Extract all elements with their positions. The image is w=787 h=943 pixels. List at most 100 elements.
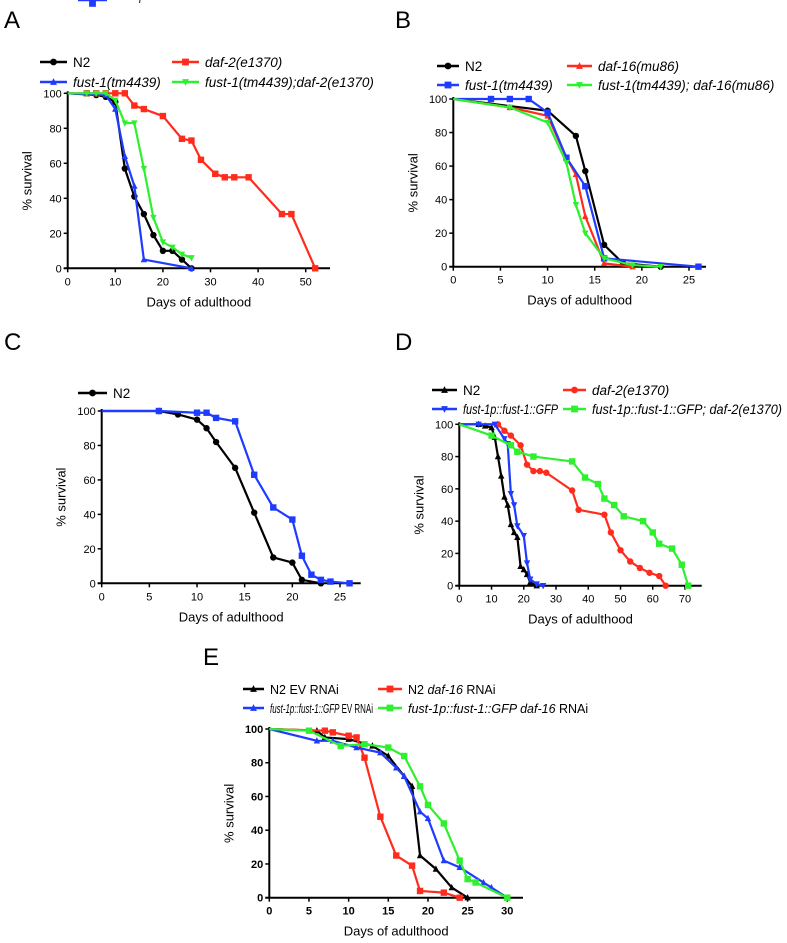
marker-circle [600,241,608,249]
x-tick-label: 50 [614,594,626,606]
series-line [269,727,508,899]
legend-label: N2 daf-16 RNAi [408,683,496,697]
panel-a: A 0 20 40 60 80 100 0 10 20 30 40 50 Days of adulthoo… [4,7,374,309]
marker-triangle [250,704,257,711]
marker-triangle-down [441,406,448,413]
series-line [269,727,461,899]
series-line [453,97,699,268]
legend-label-segment: fust-1p::fust-1::GFP daf-16 [408,702,556,716]
marker-circle [270,554,277,561]
marker-triangle-down [506,104,514,112]
marker-square [305,727,313,734]
marker-square [416,887,424,895]
y-tick-label: 40 [441,516,453,528]
marker-square [288,210,295,218]
marker-triangle-down [501,436,508,443]
marker-circle [530,467,537,475]
y-tick-label: 20 [435,228,447,240]
marker-triangle-down [491,421,498,428]
marker-square [393,852,400,859]
marker-triangle [481,422,489,429]
marker-triangle-down [182,79,189,86]
series-fust-1p-fust-1-gfp-ev-rnai [269,727,511,901]
legend-label-segment: N2 [408,683,427,697]
legend-item: N2 [437,59,482,74]
marker-square [182,58,189,66]
marker-square [386,704,394,712]
marker-triangle-down [600,255,608,263]
marker-triangle [131,182,138,189]
marker-triangle [400,772,408,779]
marker-square [620,513,627,520]
marker-triangle-down [629,262,636,269]
series-fust-1-tm4439- [453,95,702,270]
marker-square [193,409,201,416]
y-tick-label: 40 [251,825,263,837]
legend-label: fust-1p::fust-1::GFP [463,402,558,417]
marker-triangle-down [527,576,534,583]
x-tick-label: 10 [191,591,203,603]
y-tick-label: 60 [441,484,453,496]
series-n2-daf-16-rnai [269,727,463,901]
x-tick-label: 20 [636,275,648,287]
marker-square [188,137,195,144]
marker-square [444,81,452,89]
legend-label-segment: fust-1(tm4439); daf-16(mu86) [598,78,774,93]
marker-square [231,174,238,181]
marker-square [424,801,432,809]
legend-label: N2 [465,59,482,74]
marker-square [321,727,329,734]
marker-square [544,109,551,116]
y-axis-title: % survival [20,151,35,210]
marker-square [131,102,138,109]
legend-label: fust-1(tm4439) [465,78,553,93]
marker-circle [444,62,452,70]
legend-item: fust-1p::fust-1::GFP; daf-2(e1370) [563,402,782,417]
marker-circle [543,469,550,476]
y-tick-label: 80 [83,440,95,452]
marker-square [112,90,119,97]
marker-square [221,174,228,181]
marker-square [678,561,685,568]
x-axis-title: Days of adulthood [344,924,449,939]
marker-square [568,458,576,465]
marker-triangle-down [475,421,482,428]
legend-label: fust-1p::fust-1::GFP [113,0,205,3]
legend-label: fust-1p::fust-1::GFP daf-16 RNAi [408,702,588,716]
series-line [101,409,350,585]
marker-square [159,112,167,120]
legend-item: daf-16(mu86) [567,59,679,74]
legend-item: fust-1(tm4439) [437,78,553,93]
series-line [459,423,667,587]
x-tick-label: 5 [497,275,503,287]
marker-square [656,540,663,547]
legend-label-segment: fust-1(tm4439);daf-2(e1370) [205,75,374,90]
legend-label-segment: N2 [113,386,130,401]
marker-square [245,174,252,181]
marker-triangle [464,894,471,901]
panel-letter: D [395,329,412,356]
marker-triangle [576,62,583,69]
marker-square [610,501,618,509]
series-line [453,97,633,268]
marker-square [155,407,163,415]
marker-circle [298,576,306,584]
x-axis-title: Days of adulthood [146,294,251,309]
series-fust-1-tm4439-daf-16-mu86- [453,97,664,271]
panel-letter: A [4,7,20,34]
legend-label-segment: N2 EV RNAi [270,683,339,697]
y-tick-label: 80 [435,128,447,140]
series-line [459,423,544,587]
marker-triangle [112,105,119,112]
marker-triangle-down [188,255,195,262]
series-daf-2-e1370- [67,90,319,272]
x-tick-label: 25 [462,906,474,918]
marker-triangle [448,883,455,891]
legend-label-segment: fust-1p::fust-1::GFP [463,402,558,417]
marker-square [649,529,656,536]
legend-item: fust-1(tm4439);daf-2(e1370) [172,75,374,90]
x-tick-label: 10 [485,594,497,606]
marker-triangle [188,264,195,271]
marker-triangle [520,565,527,573]
x-tick-label: 20 [157,276,169,288]
